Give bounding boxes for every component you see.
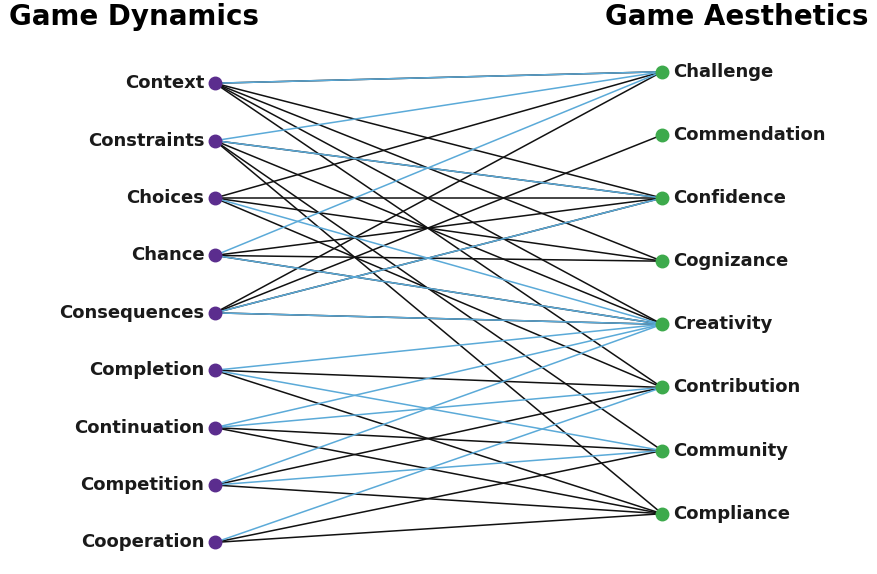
Text: Context: Context xyxy=(125,74,204,92)
Text: Cooperation: Cooperation xyxy=(81,533,204,552)
Text: Commendation: Commendation xyxy=(673,126,825,144)
Text: Game Dynamics: Game Dynamics xyxy=(9,3,259,31)
Text: Constraints: Constraints xyxy=(88,131,204,150)
Text: Creativity: Creativity xyxy=(673,315,772,333)
Text: Community: Community xyxy=(673,441,788,460)
Text: Game Aesthetics: Game Aesthetics xyxy=(605,3,868,31)
Text: Completion: Completion xyxy=(89,361,204,379)
Text: Cognizance: Cognizance xyxy=(673,252,788,270)
Text: Continuation: Continuation xyxy=(74,418,204,437)
Text: Challenge: Challenge xyxy=(673,63,773,81)
Text: Compliance: Compliance xyxy=(673,505,789,523)
Text: Choices: Choices xyxy=(126,189,204,207)
Text: Chance: Chance xyxy=(131,246,204,265)
Text: Consequences: Consequences xyxy=(60,304,204,322)
Text: Confidence: Confidence xyxy=(673,189,786,207)
Text: Competition: Competition xyxy=(81,476,204,494)
Text: Contribution: Contribution xyxy=(673,378,800,397)
